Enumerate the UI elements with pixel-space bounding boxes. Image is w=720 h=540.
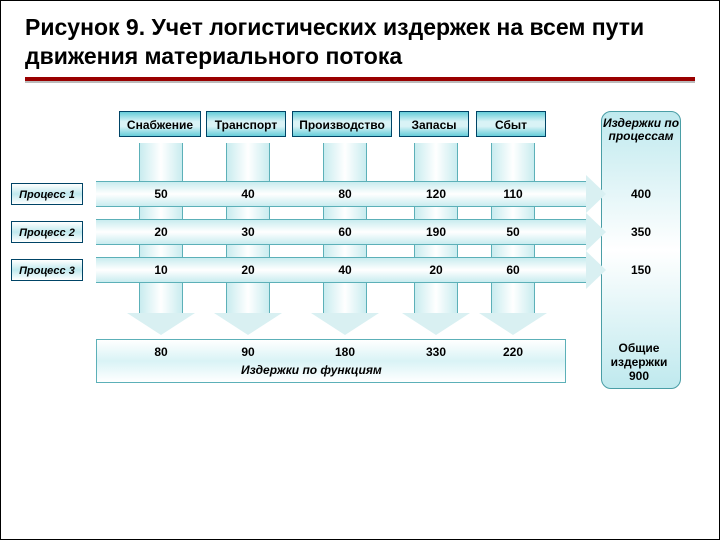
process-arrow-head [586,175,606,213]
cost-cell: 50 [493,225,533,239]
slide-title: Рисунок 9. Учет логистических издержек н… [25,13,695,71]
function-arrow-head [402,313,470,335]
cost-cell: 20 [416,263,456,277]
cost-cell: 80 [325,187,365,201]
cost-cell: 20 [141,225,181,239]
function-total: 90 [228,345,268,359]
cost-cell: 40 [228,187,268,201]
function-arrow-head [214,313,282,335]
process-arrow-head [586,251,606,289]
cost-cell: 190 [416,225,456,239]
column-header: Транспорт [206,111,286,137]
column-header: Снабжение [119,111,201,137]
column-header: Сбыт [476,111,546,137]
function-arrow-head [479,313,547,335]
cost-cell: 30 [228,225,268,239]
function-arrow-head [127,313,195,335]
slide-title-area: Рисунок 9. Учет логистических издержек н… [1,1,719,91]
cost-cell: 60 [493,263,533,277]
cost-cell: 50 [141,187,181,201]
process-total: 150 [621,263,661,277]
processes-costs-label: Издержки по процессам [595,117,687,145]
cost-cell: 120 [416,187,456,201]
row-label: Процесс 1 [11,183,83,205]
row-label: Процесс 2 [11,221,83,243]
process-arrow-head [586,213,606,251]
function-total: 220 [493,345,533,359]
process-total: 350 [621,225,661,239]
cost-cell: 110 [493,187,533,201]
function-arrow-head [311,313,379,335]
title-rule-shadow [25,81,695,83]
column-header: Производство [292,111,392,137]
column-header: Запасы [399,111,469,137]
function-total: 180 [325,345,365,359]
grand-total-value: 900 [599,369,679,383]
cost-cell: 40 [325,263,365,277]
cost-cell: 20 [228,263,268,277]
cost-cell: 10 [141,263,181,277]
grand-total-label: Общие издержки [599,341,679,369]
cost-cell: 60 [325,225,365,239]
functions-costs-label: Издержки по функциям [241,363,382,377]
logistics-cost-diagram: СнабжениеТранспортПроизводство Запасы Сбыт… [11,111,709,501]
process-total: 400 [621,187,661,201]
function-total: 80 [141,345,181,359]
function-total: 330 [416,345,456,359]
row-label: Процесс 3 [11,259,83,281]
